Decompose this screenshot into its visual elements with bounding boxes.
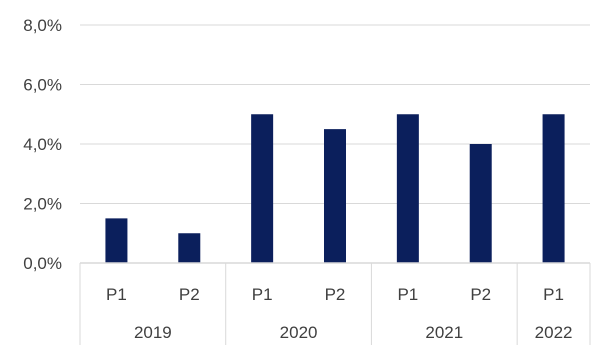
bar	[178, 233, 201, 263]
bar	[324, 129, 346, 263]
y-tick-label: 8,0%	[23, 16, 62, 35]
x-group-label: 2019	[134, 323, 172, 342]
x-axis: P1 P2 P1 P2 P1 P2 P1 2019 2020 2021 2022	[79, 262, 591, 345]
x-group-label: 2020	[280, 323, 318, 342]
x-tick-label: P1	[252, 285, 273, 304]
bars	[105, 114, 565, 263]
x-group-label: 2021	[425, 323, 463, 342]
x-tick-label: P1	[543, 285, 564, 304]
bar	[251, 114, 274, 263]
bar	[396, 114, 419, 263]
bar	[542, 114, 565, 263]
y-tick-label: 2,0%	[23, 195, 62, 214]
x-tick-label: P1	[106, 285, 127, 304]
x-tick-label: P2	[179, 285, 200, 304]
bar	[469, 144, 492, 263]
x-group-label: 2022	[535, 323, 573, 342]
y-tick-label: 6,0%	[23, 76, 62, 95]
x-tick-label: P2	[325, 285, 346, 304]
bar	[105, 218, 128, 263]
y-tick-label: 4,0%	[23, 135, 62, 154]
y-axis-ticks: 0,0% 2,0% 4,0% 6,0% 8,0%	[23, 16, 62, 273]
x-tick-label: P2	[470, 285, 491, 304]
y-tick-label: 0,0%	[23, 254, 62, 273]
x-tick-label: P1	[397, 285, 418, 304]
